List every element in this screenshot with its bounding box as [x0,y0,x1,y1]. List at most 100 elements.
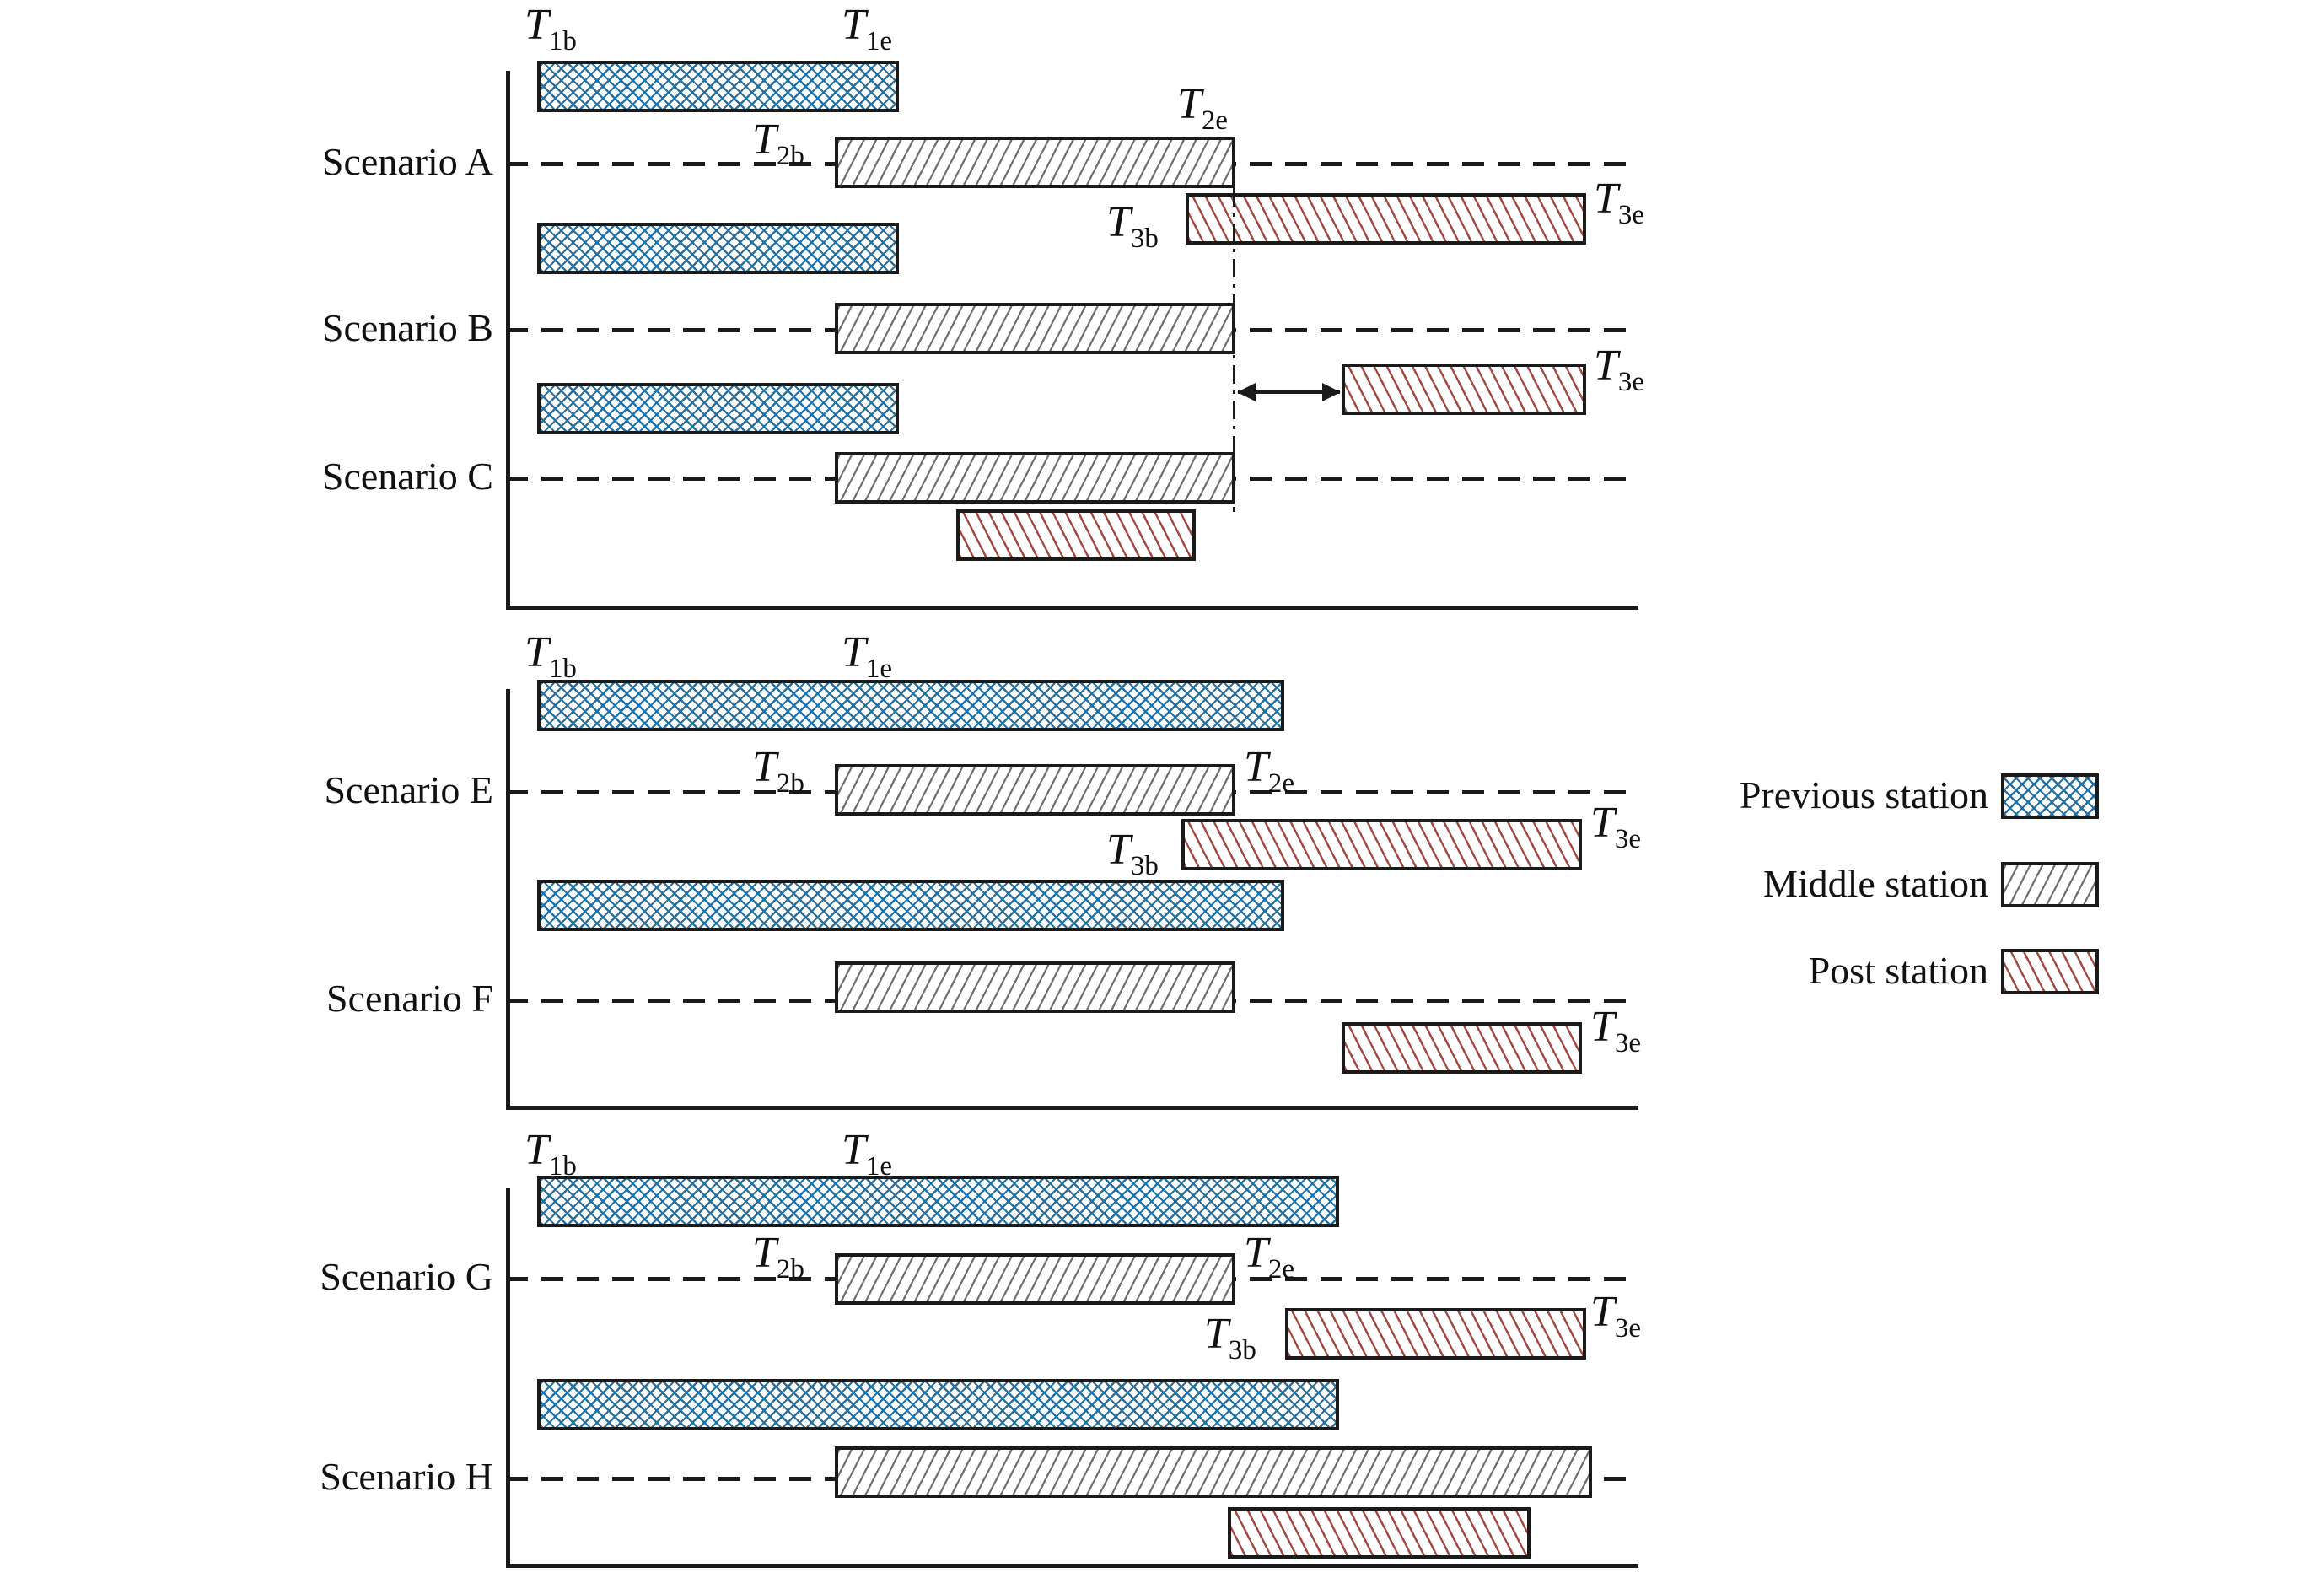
y-axis-line [506,1188,510,1568]
time-label-subscript: 1b [548,654,577,684]
time-label-symbol: T [1590,1003,1615,1051]
time-label-symbol: T [842,1126,866,1174]
time-label-subscript: 1e [865,1151,893,1182]
x-axis-line [506,1564,1638,1568]
scenario-h-label: Scenario H [320,1455,493,1499]
time-label-subscript: 1b [548,1151,577,1182]
time-label-symbol: T [842,1,866,49]
time-label-symbol: T [1244,1229,1268,1277]
time-label-subscript: 2b [776,141,804,171]
time-label-symbol: T [842,628,866,676]
time-label-t1e: T1e [842,631,892,683]
previous-station-bar [537,383,899,434]
time-label-symbol: T [525,1,549,49]
scenario-a-baseline [506,162,1638,166]
scenario-f-label: Scenario F [325,977,493,1021]
time-label-t3b: T3b [1106,201,1159,253]
scenario-f-baseline [506,999,1638,1003]
time-label-subscript: 2e [1267,768,1295,799]
time-label-symbol: T [752,743,777,791]
time-label-t2e: T2e [1177,83,1228,135]
middle-station-bar [835,1446,1592,1498]
middle-station-bar [835,137,1235,188]
arrow-head-left-icon [1237,383,1256,401]
legend-label-middle-station: Middle station [1762,862,1988,906]
previous-station-bar [537,1379,1339,1430]
time-label-symbol: T [1177,80,1202,128]
time-label-t1e: T1e [842,3,892,56]
legend-label-post-station: Post station [1808,949,1988,993]
time-label-t1b: T1b [525,631,577,683]
post-station-bar [1285,1308,1586,1360]
time-label-t3e: T3e [1594,344,1644,396]
post-station-bar [1342,1022,1582,1074]
previous-station-bar [537,680,1284,731]
previous-station-bar [537,1176,1339,1227]
time-label-symbol: T [1106,826,1131,874]
time-label-symbol: T [1204,1310,1229,1358]
middle-station-bar [835,961,1235,1013]
middle-station-bar [835,452,1235,504]
scenario-c-label: Scenario C [321,455,493,498]
time-label-symbol: T [752,116,777,164]
time-label-t2e: T2e [1244,746,1294,798]
time-label-subscript: 3e [1614,1313,1642,1344]
scenario-b-baseline [506,328,1638,332]
middle-station-bar [835,764,1235,816]
post-station-bar [1228,1507,1531,1559]
time-label-t1e: T1e [842,1128,892,1181]
post-station-bar [1342,364,1586,415]
scenario-c-baseline [506,477,1638,481]
x-axis-line [506,606,1638,610]
t2e-reference-line [1233,188,1235,512]
previous-station-bar [537,61,899,112]
time-label-t2b: T2b [752,746,804,798]
y-axis-line [506,689,510,1110]
time-label-t3b: T3b [1106,828,1159,881]
time-label-subscript: 3b [1130,851,1159,881]
time-label-t1b: T1b [525,3,577,56]
scenario-a-label: Scenario A [321,140,493,184]
previous-station-bar [537,223,899,274]
scenario-g-baseline [506,1277,1638,1281]
time-label-subscript: 2b [776,768,804,799]
time-label-t3e: T3e [1590,1290,1641,1343]
time-label-symbol: T [1594,342,1618,390]
time-label-symbol: T [1244,743,1268,791]
gap-arrow [1237,383,1341,401]
time-label-t3e: T3e [1594,177,1644,229]
previous-station-bar [537,880,1284,931]
middle-station-bar [835,1253,1235,1305]
time-label-subscript: 3e [1614,1028,1642,1058]
previous-station-swatch [2001,773,2099,819]
scenario-e-baseline [506,790,1638,794]
legend-label-previous-station: Previous station [1739,773,1988,817]
time-label-subscript: 3e [1617,367,1645,397]
post-station-swatch [2001,949,2099,994]
time-label-subscript: 3b [1228,1335,1256,1365]
time-label-t2e: T2e [1244,1231,1294,1284]
scenario-h-baseline [506,1477,1638,1481]
time-label-symbol: T [525,1126,549,1174]
scenario-g-label: Scenario G [320,1255,493,1299]
time-label-symbol: T [1590,1288,1615,1336]
time-label-subscript: 3e [1617,200,1645,230]
scenario-b-label: Scenario B [321,306,493,350]
time-label-symbol: T [525,628,549,676]
time-label-subscript: 1e [865,26,893,57]
time-label-t1b: T1b [525,1128,577,1181]
time-label-subscript: 3e [1614,824,1642,854]
time-label-subscript: 1b [548,26,577,57]
y-axis-line [506,71,510,610]
time-label-subscript: 3b [1130,224,1159,254]
time-label-t3e: T3e [1590,1005,1641,1058]
time-label-subscript: 2b [776,1254,804,1284]
time-label-t2b: T2b [752,118,804,170]
arrow-head-right-icon [1322,383,1341,401]
middle-station-bar [835,303,1235,354]
time-label-subscript: 2e [1267,1254,1295,1284]
